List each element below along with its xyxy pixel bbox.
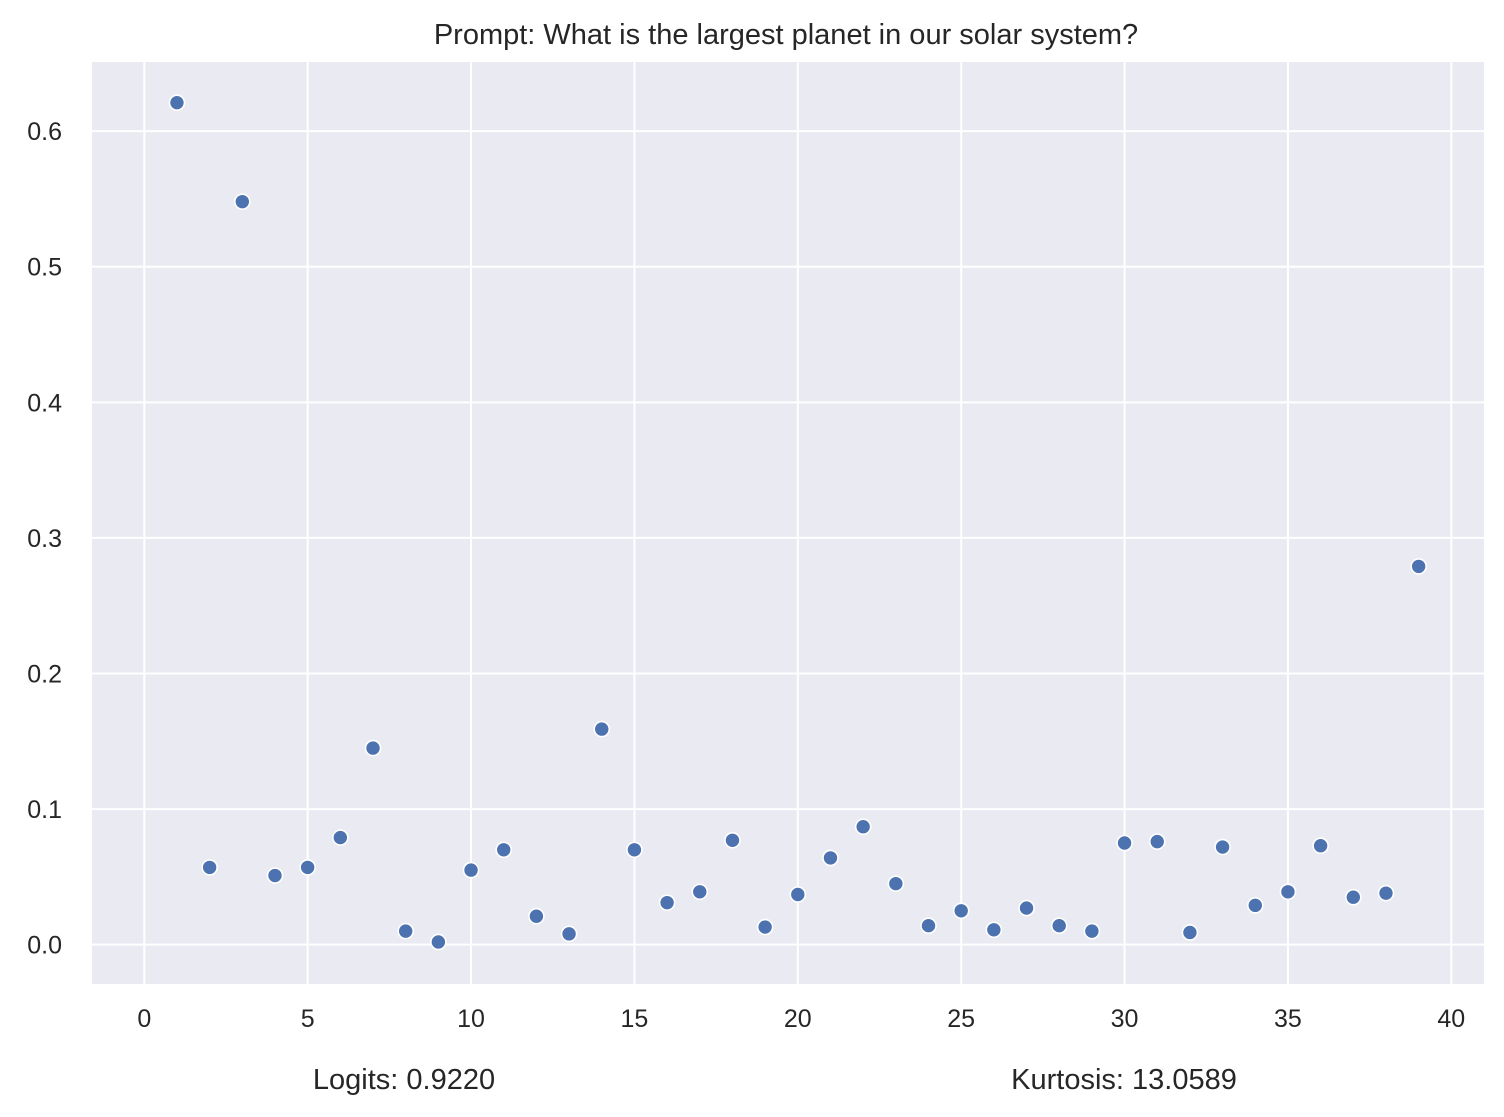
data-point xyxy=(887,875,905,892)
grid-lines xyxy=(92,62,1484,984)
y-tick-label: 0.2 xyxy=(27,661,62,689)
data-point xyxy=(266,867,284,884)
data-point xyxy=(593,720,611,738)
x-tick-label: 15 xyxy=(621,1005,649,1033)
x-axis-ticks: 0 5 10 15 20 25 30 35 40 xyxy=(137,1005,1465,1033)
data-point xyxy=(1344,888,1362,906)
y-tick-label: 0.5 xyxy=(27,254,62,282)
data-point xyxy=(854,818,872,836)
data-point xyxy=(462,861,480,879)
y-tick-label: 0.6 xyxy=(27,118,62,146)
kurtosis-label: Kurtosis: 13.0589 xyxy=(1011,1064,1237,1096)
data-point xyxy=(1312,837,1329,855)
x-tick-label: 10 xyxy=(457,1005,485,1033)
data-point xyxy=(299,859,316,876)
y-tick-label: 0.1 xyxy=(27,796,62,824)
data-point xyxy=(1410,558,1427,575)
x-tick-label: 35 xyxy=(1274,1005,1302,1033)
data-point xyxy=(201,859,218,876)
x-tick-label: 0 xyxy=(137,1005,151,1033)
data-point xyxy=(1083,922,1101,940)
y-tick-label: 0.3 xyxy=(27,525,62,553)
data-point xyxy=(168,94,186,111)
data-point xyxy=(724,831,741,849)
data-point xyxy=(952,902,970,920)
data-point xyxy=(1116,834,1133,852)
data-point xyxy=(1050,917,1068,934)
x-tick-label: 25 xyxy=(947,1005,975,1033)
data-point xyxy=(691,883,709,901)
data-point xyxy=(364,739,382,757)
data-point xyxy=(985,921,1003,939)
x-tick-label: 20 xyxy=(784,1005,812,1033)
plot-background xyxy=(92,62,1484,984)
data-points xyxy=(168,94,1427,951)
data-point xyxy=(495,841,513,859)
data-point xyxy=(528,907,545,925)
data-point xyxy=(626,841,643,859)
data-point xyxy=(430,933,447,951)
logits-label: Logits: 0.9220 xyxy=(313,1064,495,1096)
data-point xyxy=(234,193,251,210)
y-axis-ticks: 0.0 0.1 0.2 0.3 0.4 0.5 0.6 xyxy=(27,118,62,960)
data-point xyxy=(1148,833,1166,850)
x-tick-label: 40 xyxy=(1437,1005,1465,1033)
data-point xyxy=(756,918,774,936)
chart-title: Prompt: What is the largest planet in ou… xyxy=(434,19,1138,51)
data-point xyxy=(658,894,676,911)
x-tick-label: 5 xyxy=(301,1005,315,1033)
data-point xyxy=(1181,924,1199,941)
x-tick-label: 30 xyxy=(1111,1005,1139,1033)
data-point xyxy=(822,849,839,867)
data-point xyxy=(1018,899,1035,917)
data-point xyxy=(560,925,578,943)
y-tick-label: 0.4 xyxy=(27,389,62,417)
y-tick-label: 0.0 xyxy=(27,932,62,960)
data-point xyxy=(1214,838,1231,856)
data-point xyxy=(1377,884,1395,902)
data-point xyxy=(789,886,807,903)
data-point xyxy=(920,917,937,934)
data-point xyxy=(397,922,414,940)
data-point xyxy=(332,829,349,846)
data-point xyxy=(1246,897,1264,914)
data-point xyxy=(1279,883,1297,901)
